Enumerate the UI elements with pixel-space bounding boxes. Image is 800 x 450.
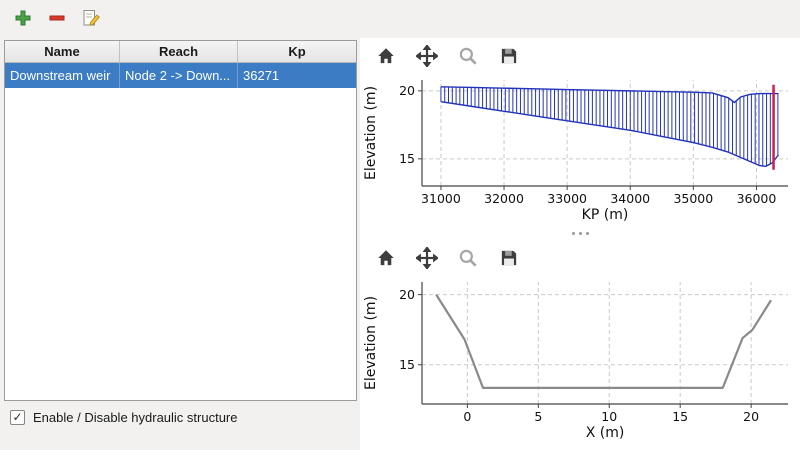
svg-text:15: 15 [399, 357, 415, 372]
cross-section-plot-toolbar [360, 240, 800, 276]
plots-panel: 31000 32000 33000 34000 35000 36000 15 20 KP (m)… [360, 38, 800, 450]
cell-kp[interactable]: 36271 [243, 68, 280, 83]
profile-save-button[interactable] [496, 43, 522, 69]
svg-text:5: 5 [534, 409, 542, 424]
svg-text:36000: 36000 [737, 191, 777, 206]
zoom-icon [459, 47, 477, 65]
enable-structure-label: Enable / Disable hydraulic structure [33, 409, 238, 425]
splitter-dot [578, 231, 582, 235]
longitudinal-profile-plot[interactable]: 31000 32000 33000 34000 35000 36000 15 20 KP (m)… [360, 74, 798, 226]
pan-icon [416, 45, 438, 67]
svg-text:31000: 31000 [421, 191, 461, 206]
profile-home-button[interactable] [373, 43, 399, 69]
svg-text:Elevation (m): Elevation (m) [363, 296, 379, 390]
svg-text:Elevation (m): Elevation (m) [363, 86, 379, 180]
pan-icon [416, 247, 438, 269]
splitter-handle[interactable] [360, 226, 800, 240]
enable-structure-control[interactable]: ✓ Enable / Disable hydraulic structure [10, 406, 238, 428]
column-header-name[interactable]: Name [5, 41, 120, 62]
edit-structure-button[interactable] [78, 5, 104, 31]
edit-icon [83, 10, 100, 26]
table-header: Name Reach Kp [5, 41, 356, 63]
enable-structure-checkbox[interactable]: ✓ [10, 409, 25, 425]
cell-name[interactable]: Downstream weir [5, 63, 120, 88]
svg-text:34000: 34000 [610, 191, 650, 206]
svg-text:X (m): X (m) [586, 425, 625, 441]
svg-text:20: 20 [399, 287, 415, 302]
structures-panel: Name Reach Kp Downstream weir Node 2 -> … [4, 40, 357, 401]
cross-section-pan-button[interactable] [414, 245, 440, 271]
cross-section-plot[interactable]: 0 5 10 15 20 15 20 X (m) Elevation (m) [360, 276, 798, 444]
svg-text:35000: 35000 [673, 191, 713, 206]
profile-zoom-button[interactable] [455, 43, 481, 69]
save-icon [501, 250, 517, 266]
table-row[interactable]: Downstream weir Node 2 -> Down... 36271 [5, 63, 356, 88]
zoom-icon [459, 249, 477, 267]
home-icon [378, 48, 394, 64]
remove-structure-button[interactable] [44, 5, 70, 31]
svg-text:32000: 32000 [484, 191, 524, 206]
cross-section-save-button[interactable] [496, 245, 522, 271]
svg-text:KP (m): KP (m) [582, 207, 629, 223]
column-header-reach[interactable]: Reach [120, 41, 238, 62]
svg-text:15: 15 [672, 409, 688, 424]
main-toolbar [0, 0, 800, 36]
add-structure-button[interactable] [10, 5, 36, 31]
column-header-kp[interactable]: Kp [288, 44, 306, 59]
cell-reach[interactable]: Node 2 -> Down... [120, 63, 238, 88]
svg-text:10: 10 [601, 409, 617, 424]
splitter-dot [571, 231, 575, 235]
profile-pan-button[interactable] [414, 43, 440, 69]
checkmark-icon: ✓ [12, 410, 23, 424]
cross-section-zoom-button[interactable] [455, 245, 481, 271]
profile-plot-toolbar [360, 38, 800, 74]
add-icon [15, 10, 31, 26]
svg-text:20: 20 [743, 409, 759, 424]
splitter-dot [585, 231, 589, 235]
home-icon [378, 250, 394, 266]
svg-text:33000: 33000 [547, 191, 587, 206]
svg-text:15: 15 [399, 151, 415, 166]
remove-icon [49, 15, 65, 21]
svg-text:20: 20 [399, 83, 415, 98]
svg-text:0: 0 [463, 409, 471, 424]
save-icon [501, 48, 517, 64]
cross-section-home-button[interactable] [373, 245, 399, 271]
